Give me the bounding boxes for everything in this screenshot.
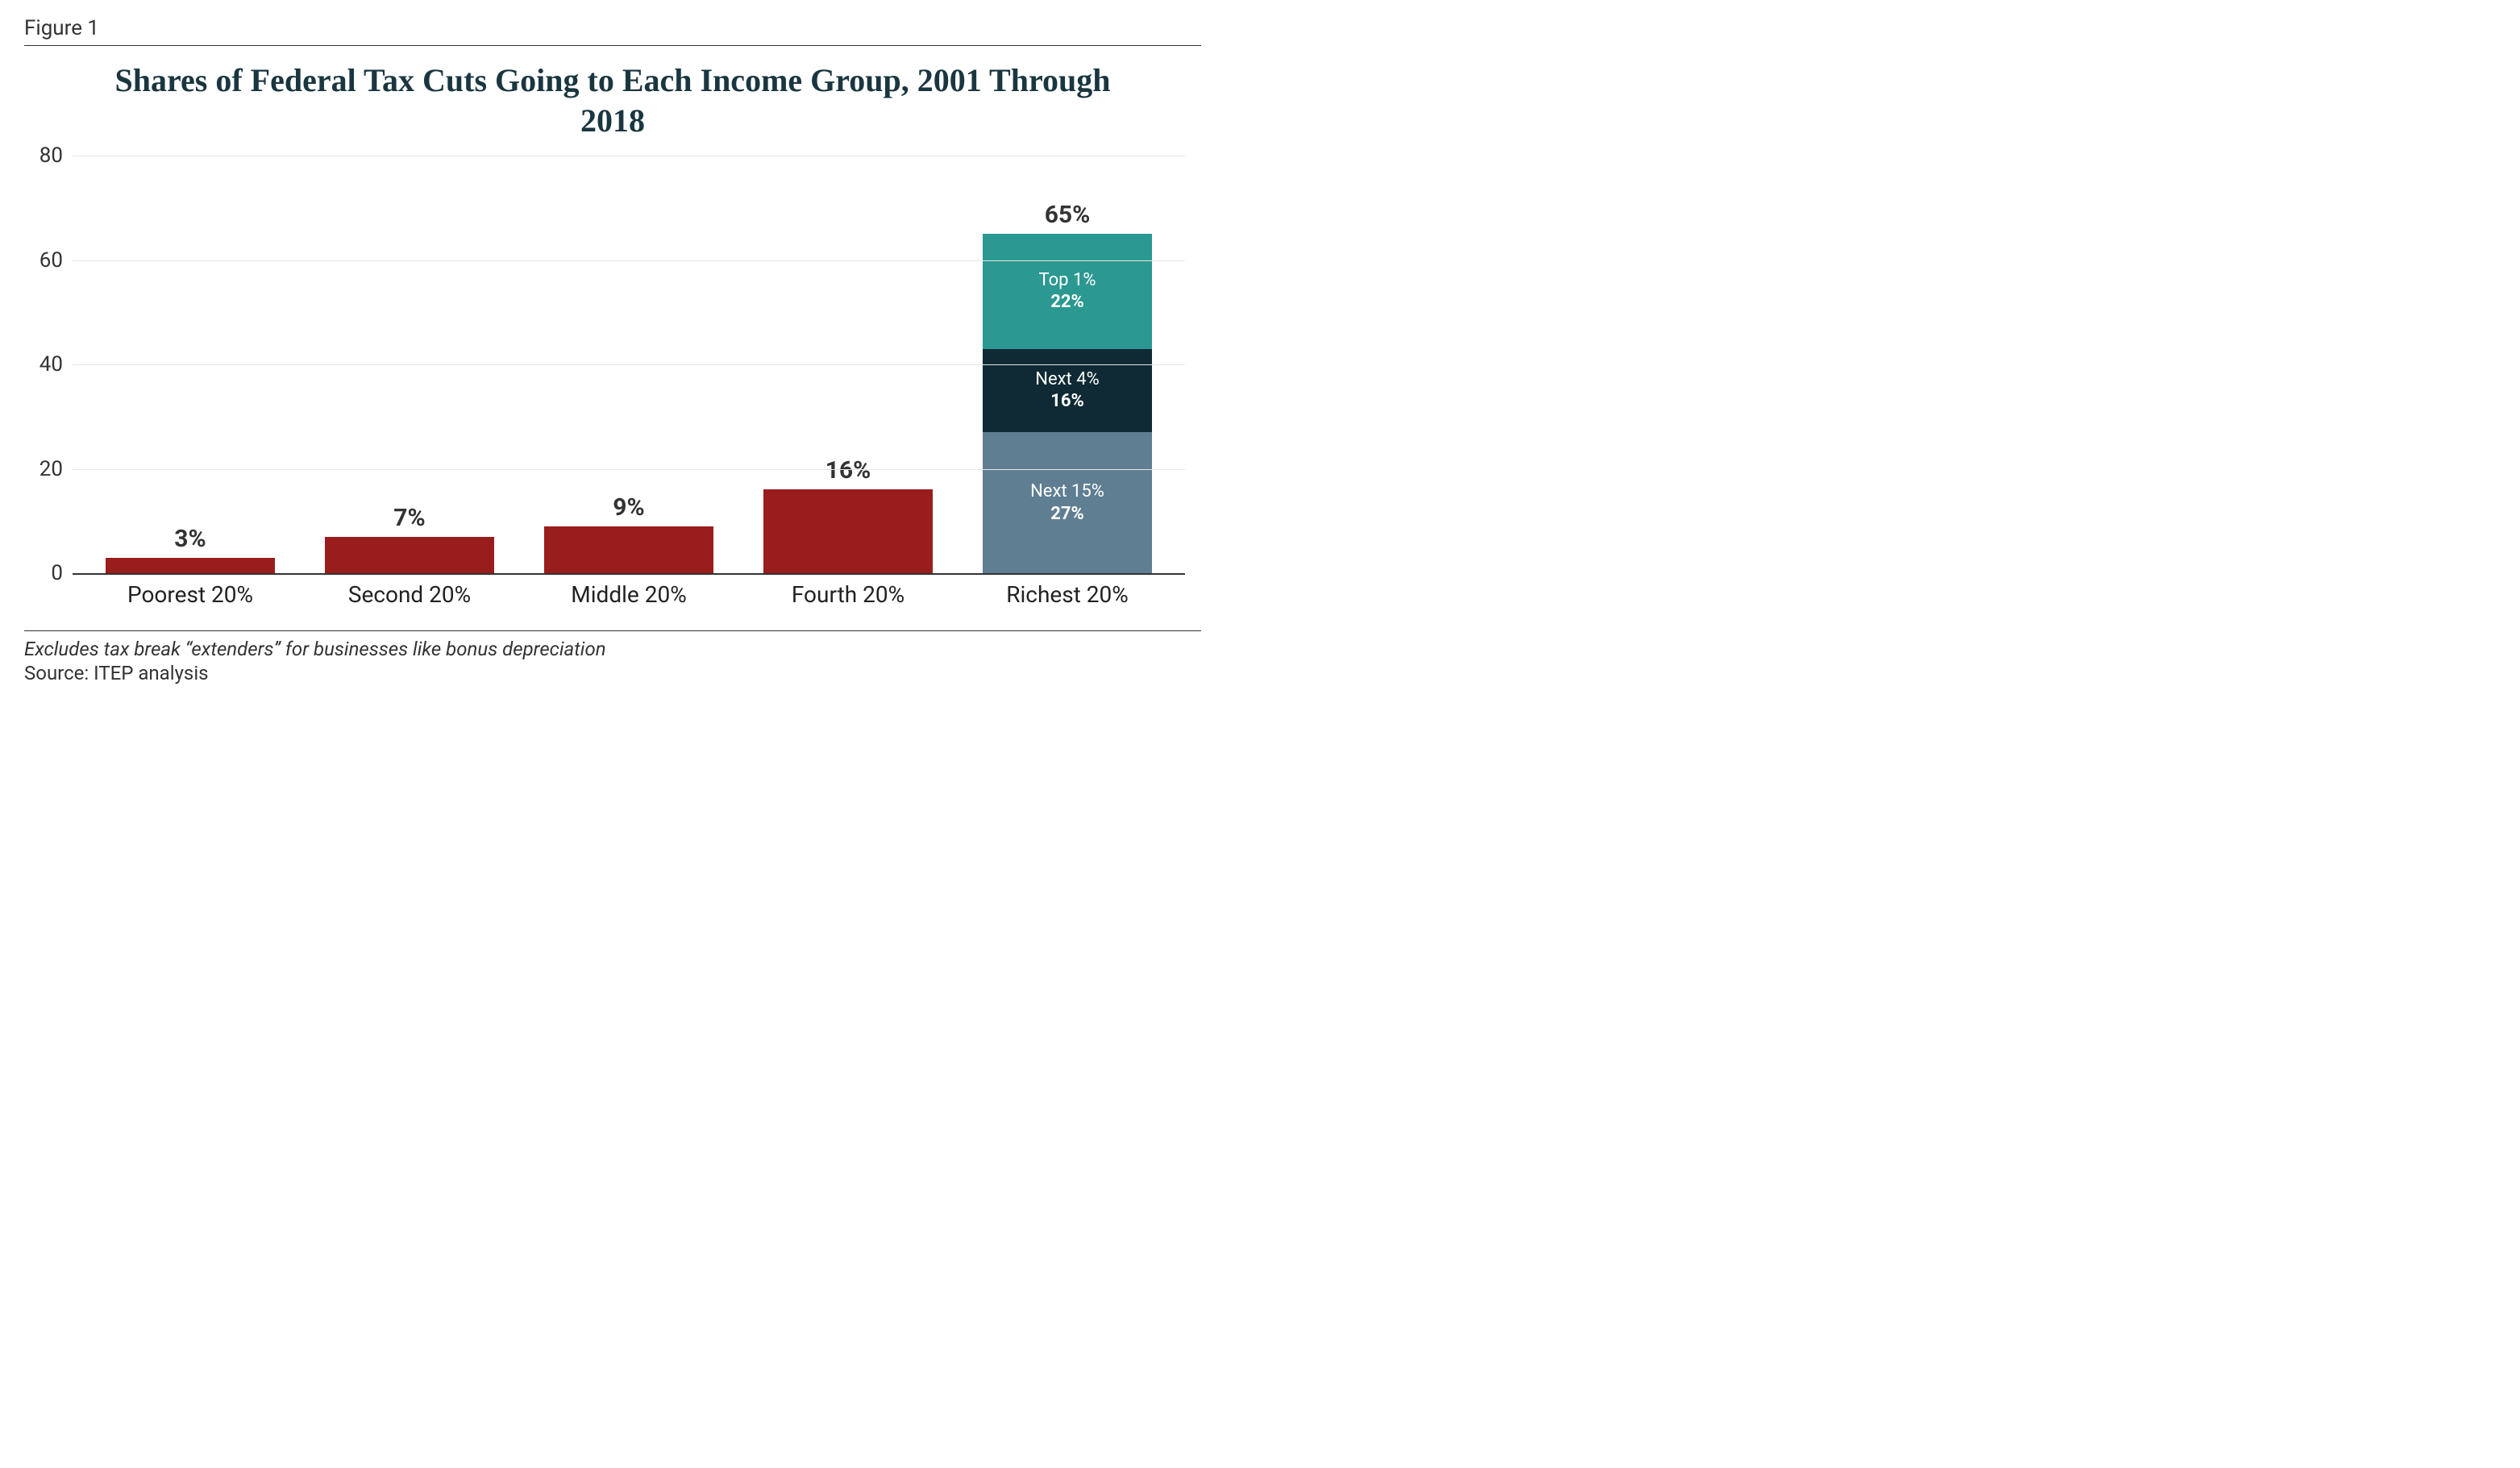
x-axis-label: Second 20% [311,581,509,608]
bar-segment: Next 15%27% [983,432,1153,573]
y-tick-label: 60 [40,248,73,272]
gridline [73,364,1185,365]
segment-name: Next 15% [1030,480,1104,503]
chart-footnote: Excludes tax break “extenders” for busin… [24,638,1201,660]
bar-total-label: 3% [174,525,206,553]
figure-label: Figure 1 [24,16,1201,40]
x-axis-label: Poorest 20% [92,581,289,608]
bar-total-label: 9% [613,493,644,522]
bar-segment: Next 4%16% [983,349,1153,433]
x-axis-label: Fourth 20% [750,581,947,608]
chart-source: Source: ITEP analysis [24,662,1201,684]
y-tick-label: 40 [40,352,73,376]
gridline [73,469,1185,470]
x-axis-label: Middle 20% [530,581,728,608]
bar [544,526,714,573]
bar [106,558,276,573]
figure-container: Figure 1 Shares of Federal Tax Cuts Goin… [0,0,1225,726]
bar-total-label: 7% [393,504,425,532]
y-tick-label: 0 [51,561,73,585]
bar-segment [544,526,714,573]
bar-segment [106,558,276,573]
chart-area: 3%7%9%16%65%Next 15%27%Next 4%16%Top 1%2… [73,156,1185,608]
chart-title: Shares of Federal Tax Cuts Going to Each… [89,60,1137,141]
y-tick-label: 80 [40,143,73,168]
x-axis-label: Richest 20% [969,581,1166,608]
bar-segment: Top 1%22% [983,234,1153,348]
y-tick-label: 20 [40,457,73,481]
bar-total-label: 65% [1045,201,1091,229]
gridline [73,260,1185,261]
bar [325,537,495,573]
segment-value: 27% [1050,503,1084,526]
bar [763,489,934,573]
rule-top [24,45,1201,46]
segment-value: 16% [1050,390,1084,413]
plot-area: 3%7%9%16%65%Next 15%27%Next 4%16%Top 1%2… [73,156,1185,575]
segment-name: Top 1% [1039,269,1096,292]
bar-segment [325,537,495,573]
segment-name: Next 4% [1035,368,1099,391]
rule-bottom [24,630,1201,631]
bar: Next 15%27%Next 4%16%Top 1%22% [983,234,1153,573]
x-axis-labels: Poorest 20% Second 20% Middle 20% Fourth 20… [73,575,1185,608]
bar-total-label: 16% [825,456,871,484]
segment-value: 22% [1050,291,1084,314]
bar-segment [763,489,934,573]
